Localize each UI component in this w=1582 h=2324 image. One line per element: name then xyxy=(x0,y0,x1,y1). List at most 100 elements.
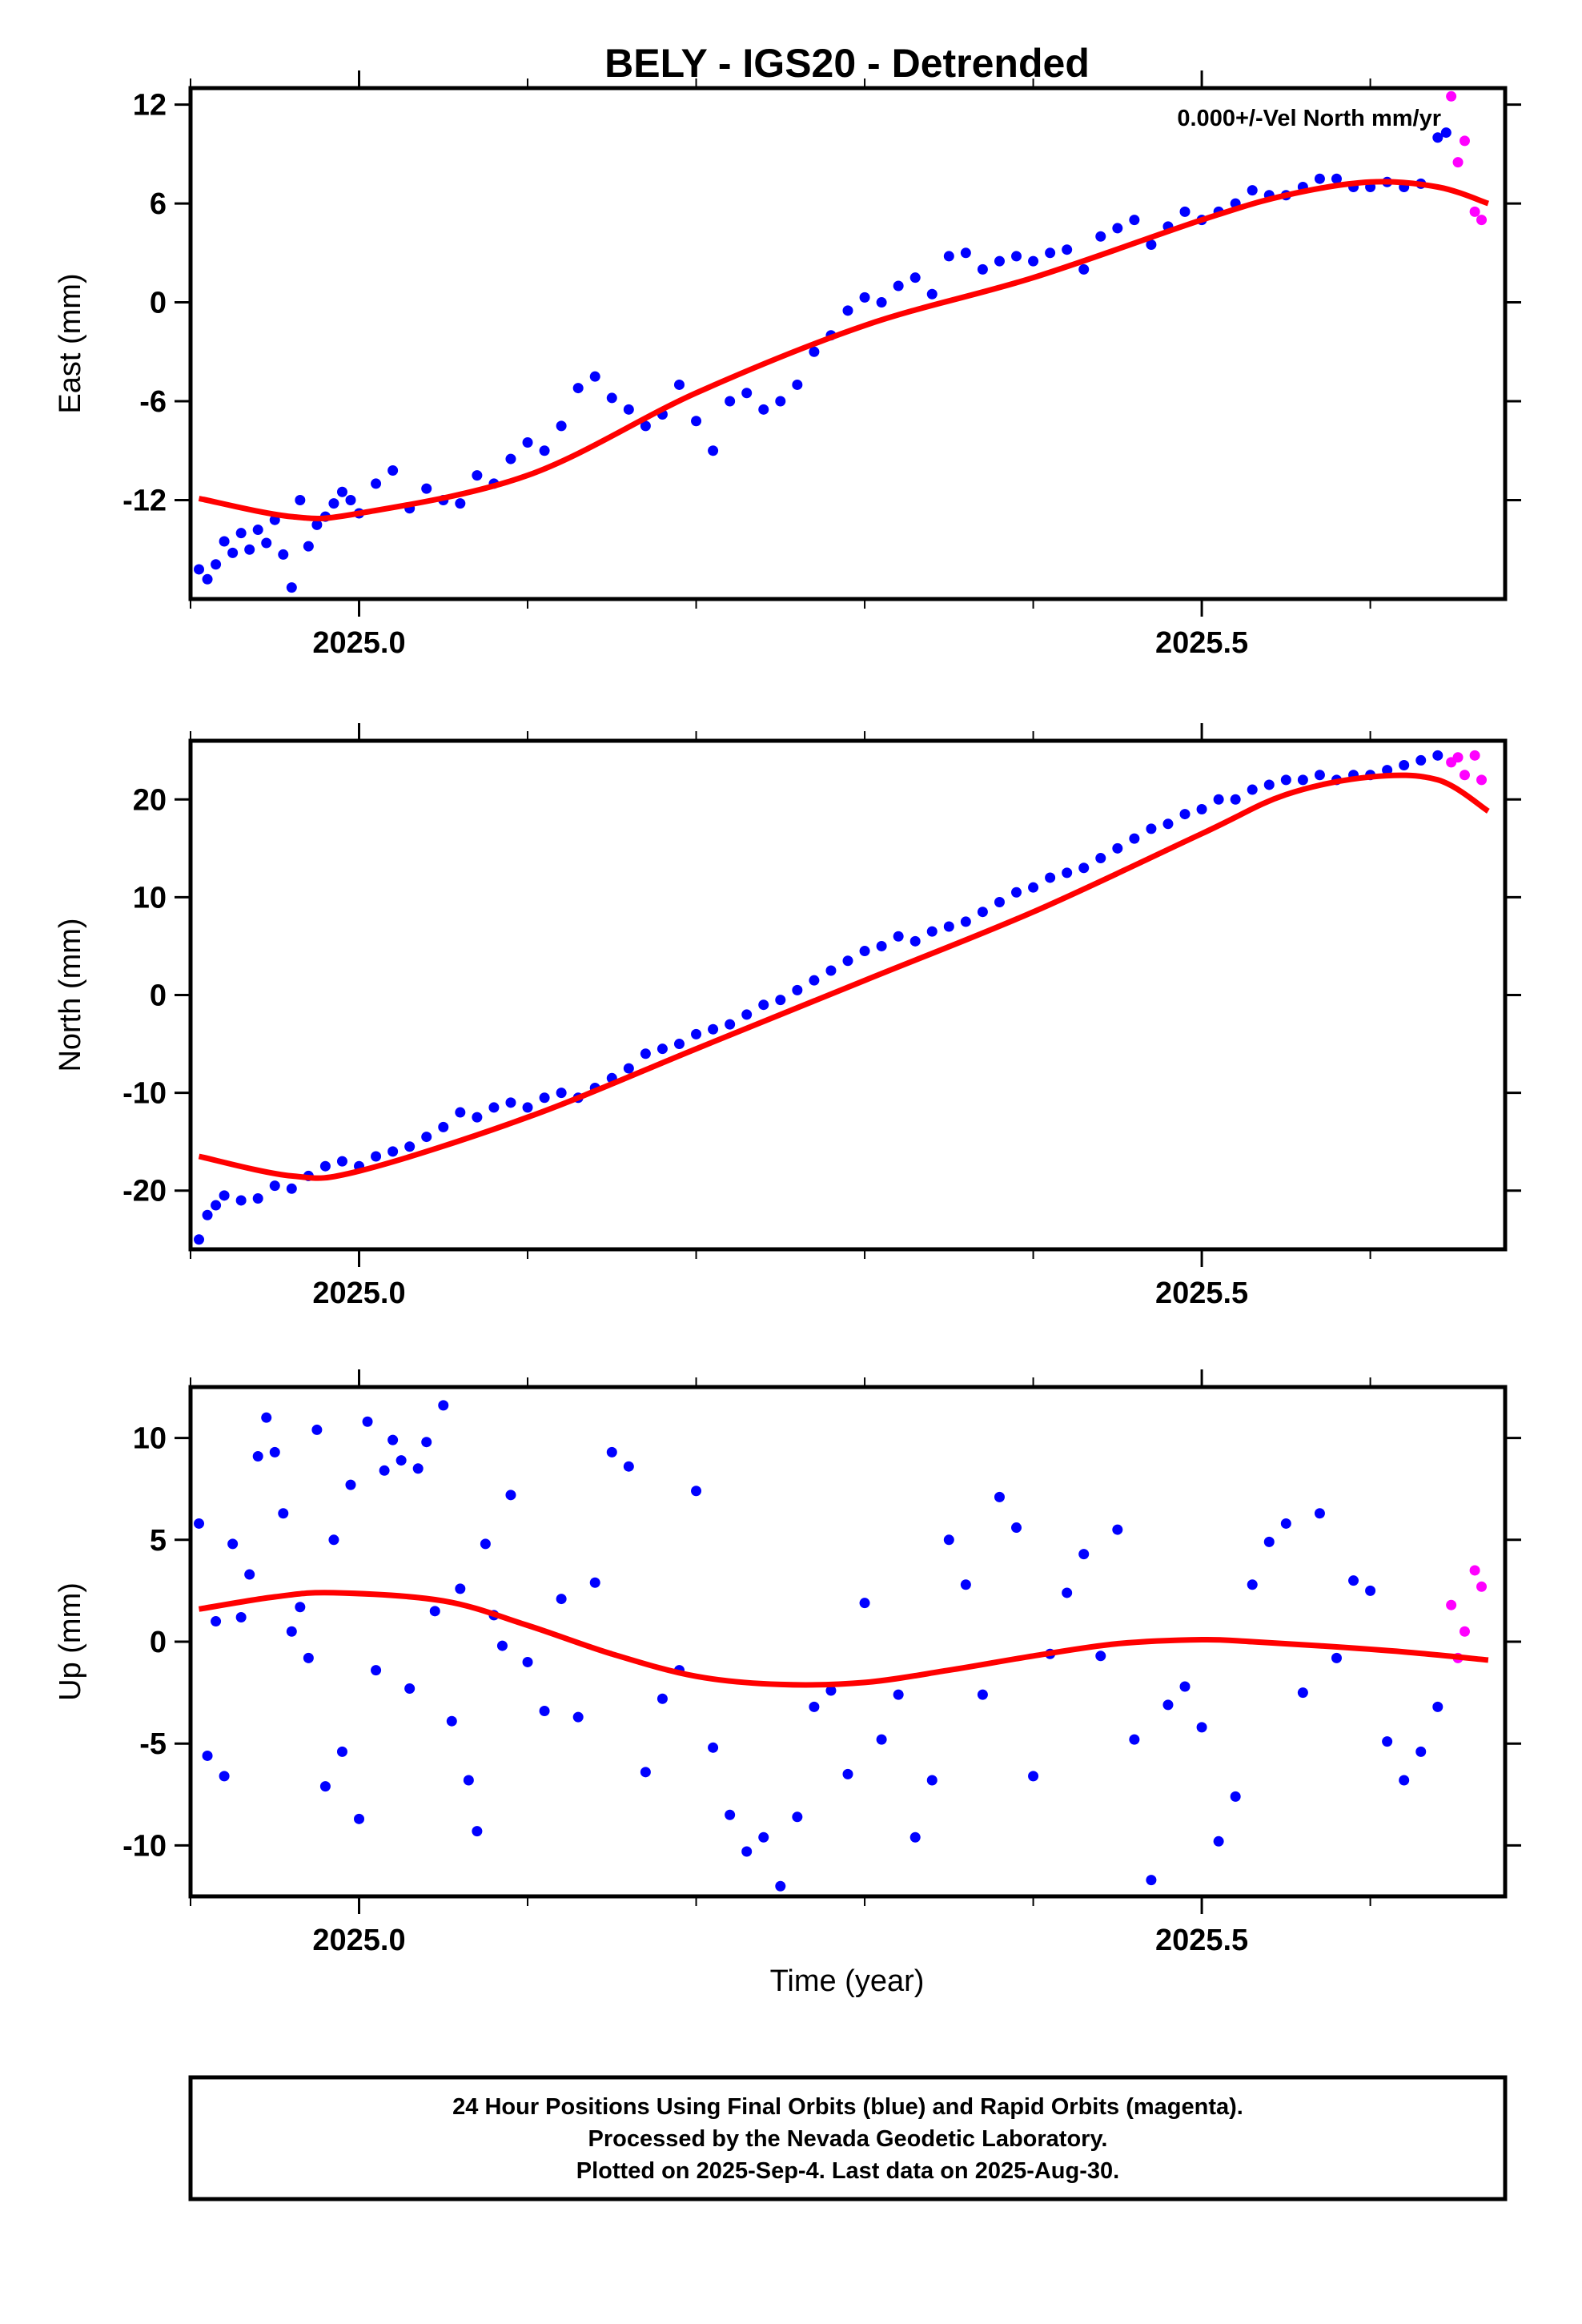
east-final-point xyxy=(1146,239,1157,251)
east-final-point xyxy=(708,445,719,456)
up-final-point xyxy=(893,1689,904,1700)
east-final-point xyxy=(725,396,736,407)
north-final-point xyxy=(219,1190,230,1201)
up-y-tick-label: 5 xyxy=(150,1524,167,1558)
north-rapid-point xyxy=(1452,752,1464,763)
up-y-tick-label: 0 xyxy=(150,1626,167,1659)
up-final-point xyxy=(859,1598,870,1609)
north-final-point xyxy=(1415,754,1427,766)
up-final-point xyxy=(227,1538,239,1550)
up-final-point xyxy=(328,1534,339,1546)
up-final-point xyxy=(1230,1791,1241,1802)
up-final-point xyxy=(295,1602,306,1613)
up-final-point xyxy=(539,1705,550,1716)
north-final-point xyxy=(758,999,769,1011)
up-final-point xyxy=(1213,1835,1224,1847)
east-final-point xyxy=(606,392,617,404)
up-final-point xyxy=(876,1734,887,1745)
north-final-point xyxy=(1263,779,1275,790)
up-final-point xyxy=(909,1831,921,1843)
east-final-point xyxy=(1331,173,1342,184)
up-final-point xyxy=(194,1518,205,1529)
up-final-point xyxy=(269,1446,280,1458)
east-final-point xyxy=(909,272,921,283)
up-final-point xyxy=(429,1606,440,1617)
up-rapid-point xyxy=(1469,1565,1480,1576)
east-final-point xyxy=(336,486,347,497)
east-final-point xyxy=(977,263,988,275)
north-final-point xyxy=(1314,770,1325,781)
east-final-point xyxy=(640,420,651,432)
up-final-point xyxy=(758,1831,769,1843)
up-final-point xyxy=(1196,1722,1207,1733)
up-final-point xyxy=(656,1693,668,1704)
north-final-point xyxy=(1095,853,1106,864)
north-final-point xyxy=(909,935,921,947)
up-final-point xyxy=(1078,1549,1090,1560)
north-final-point xyxy=(1112,842,1123,854)
east-fit-curve xyxy=(198,179,1490,521)
north-final-point xyxy=(194,1234,205,1245)
up-final-point xyxy=(371,1665,382,1676)
north-final-point xyxy=(539,1092,550,1104)
up-final-point xyxy=(691,1486,702,1497)
east-final-point xyxy=(328,498,339,509)
up-final-point xyxy=(404,1683,416,1695)
up-x-tick-label: 2025.0 xyxy=(312,1924,405,1957)
chart-title: BELY - IGS20 - Detrended xyxy=(604,41,1090,86)
up-final-point xyxy=(438,1400,449,1411)
north-final-point xyxy=(438,1121,449,1132)
up-final-point xyxy=(1129,1734,1140,1745)
north-final-point xyxy=(1146,823,1157,834)
east-final-point xyxy=(1062,244,1073,255)
north-final-point xyxy=(1011,887,1022,898)
up-final-point xyxy=(1415,1746,1427,1757)
east-final-point xyxy=(1314,173,1325,184)
east-final-point xyxy=(421,483,432,494)
east-final-point xyxy=(202,573,213,585)
up-final-point xyxy=(261,1412,272,1423)
east-final-point xyxy=(1247,185,1258,196)
north-final-point xyxy=(977,907,988,918)
footer-line-2: Processed by the Nevada Geodetic Laborat… xyxy=(588,2126,1108,2152)
north-final-point xyxy=(1297,774,1308,786)
east-final-point xyxy=(227,547,239,558)
up-final-point xyxy=(809,1701,820,1712)
east-panel: 2025.0 2025.5 -12 -6 0 6 12 East (mm) xyxy=(54,70,1521,660)
north-final-point xyxy=(994,896,1005,907)
east-final-point xyxy=(303,541,314,552)
up-final-point xyxy=(589,1577,600,1588)
east-final-point xyxy=(691,416,702,427)
north-final-point xyxy=(1062,867,1073,879)
east-final-point xyxy=(1129,215,1140,226)
north-final-point xyxy=(1247,784,1258,795)
north-final-point xyxy=(505,1097,516,1108)
east-final-point xyxy=(876,297,887,308)
up-final-point xyxy=(244,1569,255,1580)
north-final-point xyxy=(319,1160,331,1172)
east-final-point xyxy=(472,470,483,481)
up-final-point xyxy=(623,1461,634,1472)
up-final-point xyxy=(1382,1736,1393,1747)
north-final-point xyxy=(960,916,971,927)
east-y-tick-label: -12 xyxy=(122,485,167,518)
footer-line-1: 24 Hour Positions Using Final Orbits (bl… xyxy=(452,2094,1243,2120)
up-final-point xyxy=(960,1579,971,1590)
east-y-axis-label: East (mm) xyxy=(54,273,87,413)
east-final-point xyxy=(556,420,567,432)
north-final-point xyxy=(404,1141,416,1152)
up-final-point xyxy=(211,1616,222,1627)
north-final-point xyxy=(1196,803,1207,814)
up-final-point xyxy=(1095,1651,1106,1662)
velocity-annotation: 0.000+/-Vel North mm/yr xyxy=(1177,106,1441,131)
north-final-point xyxy=(1399,760,1410,771)
north-x-tick-label: 2025.5 xyxy=(1155,1277,1248,1310)
east-final-point xyxy=(522,436,533,448)
east-final-point xyxy=(244,544,255,555)
east-final-point xyxy=(194,564,205,575)
north-final-point xyxy=(708,1023,719,1035)
up-final-point xyxy=(235,1611,247,1622)
up-final-point xyxy=(926,1775,938,1786)
east-final-point xyxy=(758,404,769,415)
